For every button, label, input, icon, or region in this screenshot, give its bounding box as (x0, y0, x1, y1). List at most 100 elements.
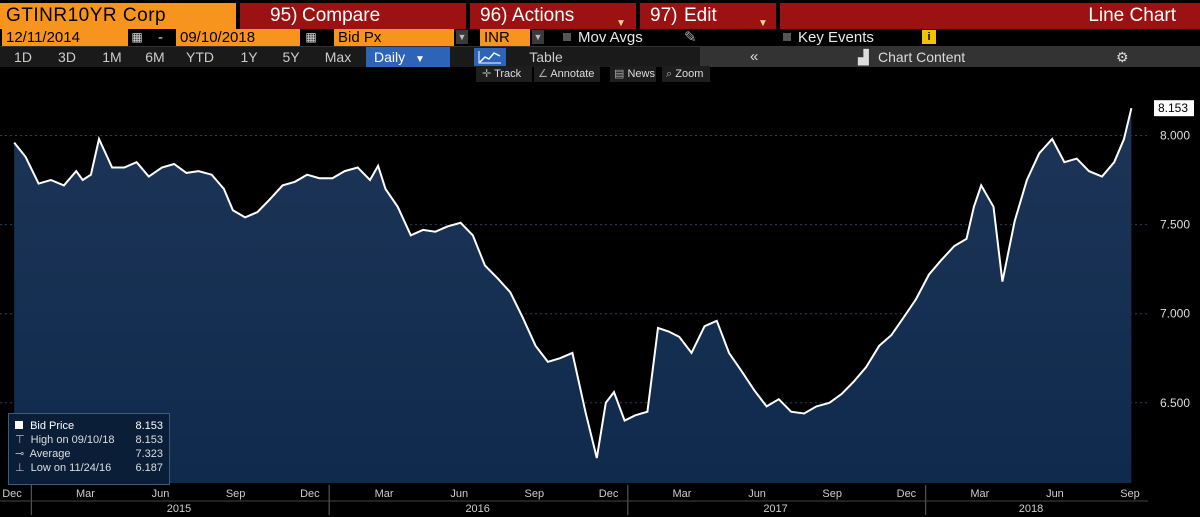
y-tick-label: 7.000 (1160, 307, 1190, 321)
end-date-field[interactable]: 09/10/2018 (176, 29, 300, 46)
settings-row: 12/11/2014 ▦ - 09/10/2018 ▦ Bid Px ▼ INR… (0, 29, 1200, 46)
compare-button[interactable]: 95) Compare (240, 3, 466, 29)
period-6m[interactable]: 6M (145, 49, 165, 65)
security-ticker-field[interactable]: GTINR10YR Corp (0, 3, 236, 29)
annotate-icon: ∠ (538, 68, 548, 80)
x-month-label: Dec (300, 488, 320, 500)
period-1y[interactable]: 1Y (240, 49, 258, 65)
x-month-label: Jun (748, 488, 766, 500)
mov-avgs-label: Mov Avgs (578, 29, 643, 46)
field-dropdown-icon[interactable]: ▼ (456, 30, 468, 44)
chart-content-icon: ▟ (858, 49, 869, 65)
news-label: News (627, 68, 655, 80)
period-1m[interactable]: 1M (102, 49, 122, 65)
x-month-label: Sep (226, 488, 246, 500)
x-month-label: Mar (970, 488, 989, 500)
actions-number: 96) (480, 5, 508, 26)
x-year-label: 2015 (167, 503, 191, 515)
x-year-label: 2016 (465, 503, 489, 515)
chart-content-button[interactable]: Chart Content (878, 49, 966, 65)
currency-dropdown-icon[interactable]: ▼ (532, 30, 544, 44)
x-month-label: Sep (524, 488, 544, 500)
field-select[interactable]: Bid Px (334, 29, 454, 46)
legend-average-value: 7.323 (135, 448, 163, 460)
legend-low-value: 6.187 (135, 462, 163, 474)
period-row: 1D 3D 1M 6M YTD 1Y 5Y Max Daily ▼ Table … (0, 46, 1200, 67)
currency-select[interactable]: INR (480, 29, 530, 46)
edit-label: Edit (684, 5, 717, 26)
average-icon: ⊸ (15, 448, 25, 460)
key-events-label: Key Events (798, 29, 874, 46)
legend-high-label: High on 09/10/18 (30, 434, 115, 446)
x-month-label: Mar (76, 488, 95, 500)
x-month-label: Mar (375, 488, 394, 500)
collapse-icon[interactable]: « (750, 48, 759, 65)
x-month-label: Mar (673, 488, 692, 500)
x-month-label: Dec (897, 488, 917, 500)
zoom-icon: ⌕ (666, 68, 673, 80)
x-year-label: 2018 (1019, 503, 1043, 515)
period-max[interactable]: Max (324, 49, 352, 65)
end-calendar-icon[interactable]: ▦ (305, 30, 317, 44)
legend-low-row: ⊥ Low on 11/24/16 6.187 (15, 462, 163, 474)
edit-button[interactable]: 97) Edit ▼ (640, 3, 776, 29)
period-3d[interactable]: 3D (58, 49, 76, 65)
x-month-label: Dec (599, 488, 619, 500)
y-tick-label: 8.000 (1160, 128, 1190, 142)
x-month-label: Sep (822, 488, 842, 500)
last-value-label: 8.153 (1158, 101, 1188, 115)
legend-high-value: 8.153 (135, 434, 163, 446)
chart-content-panel: « ▟ Chart Content ⚙ (700, 47, 1200, 67)
date-separator: - (158, 29, 163, 46)
compare-label: Compare (302, 5, 381, 26)
price-area (14, 108, 1132, 483)
x-month-label: Sep (1120, 488, 1140, 500)
period-1d[interactable]: 1D (14, 49, 32, 65)
x-year-label: 2017 (763, 503, 787, 515)
low-icon: ⊥ (15, 462, 25, 474)
chart-type-button[interactable]: Line Chart (780, 3, 1200, 29)
period-ytd[interactable]: YTD (186, 49, 214, 65)
x-month-label: Dec (2, 488, 22, 500)
track-tool[interactable]: ✛ Track (476, 66, 532, 82)
legend-average-row: ⊸ Average 7.323 (15, 448, 163, 460)
line-chart-icon[interactable] (474, 48, 506, 66)
edit-number: 97) (650, 5, 678, 26)
price-line (13, 107, 1133, 459)
legend-series-name: Bid Price (30, 420, 75, 432)
edit-dropdown-icon: ▼ (758, 18, 768, 29)
table-view-button[interactable]: Table (529, 49, 563, 65)
chart-type-label: Line Chart (1088, 5, 1176, 26)
news-tool[interactable]: ▤ News (610, 66, 656, 82)
info-icon[interactable]: i (922, 30, 936, 44)
legend-low-label: Low on 11/24/16 (30, 462, 112, 474)
period-5y[interactable]: 5Y (282, 49, 300, 65)
news-icon: ▤ (614, 68, 625, 80)
actions-label: Actions (512, 5, 575, 26)
y-tick-label: 7.500 (1160, 218, 1190, 232)
y-tick-label: 6.500 (1160, 396, 1190, 410)
start-date-field[interactable]: 12/11/2014 (2, 29, 128, 46)
x-axis: Dec Mar Jun Sep Dec Mar Jun Sep Dec Mar Jun Sep Dec M… (0, 483, 1200, 517)
frequency-select[interactable]: Daily ▼ (366, 47, 450, 67)
actions-button[interactable]: 96) Actions ▼ (470, 3, 636, 29)
x-axis-background (0, 483, 1200, 517)
start-calendar-icon[interactable]: ▦ (131, 30, 143, 44)
annotate-label: Annotate (550, 68, 595, 80)
key-events-checkbox[interactable] (783, 33, 791, 41)
zoom-label: Zoom (675, 68, 704, 80)
gear-icon[interactable]: ⚙ (1116, 49, 1129, 65)
zoom-tool[interactable]: ⌕ Zoom (662, 66, 710, 82)
last-value-badge (1154, 100, 1194, 117)
annotate-tool[interactable]: ∠ Annotate (534, 66, 600, 82)
chart-legend[interactable]: Bid Price 8.153 ⊤ High on 09/10/18 8.153… (8, 413, 170, 485)
actions-dropdown-icon: ▼ (616, 18, 626, 29)
pencil-icon[interactable]: ✎ (684, 29, 697, 46)
mov-avgs-checkbox[interactable] (563, 33, 571, 41)
price-chart[interactable]: 6.500 7.000 7.500 8.000 8.153 Dec Mar Jun Sep De… (0, 82, 1200, 517)
legend-series-value: 8.153 (135, 420, 163, 432)
frequency-label: Daily (374, 49, 406, 65)
legend-series-row: Bid Price 8.153 (15, 420, 163, 432)
x-month-label: Jun (1046, 488, 1064, 500)
frequency-dropdown-icon: ▼ (415, 54, 425, 65)
